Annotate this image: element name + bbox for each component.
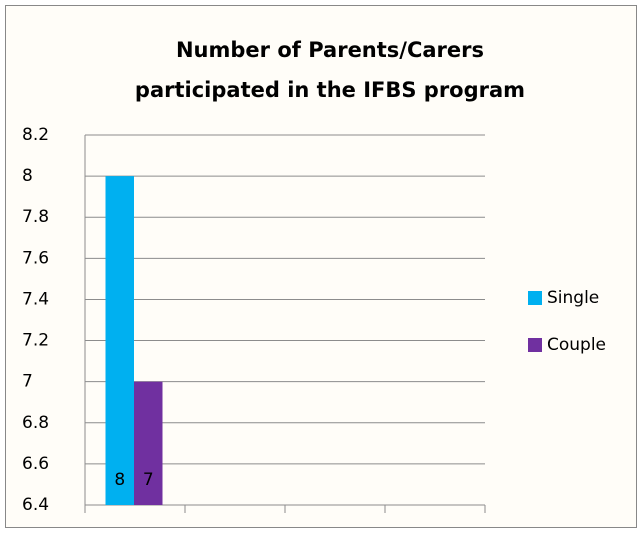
- legend-label: Couple: [547, 335, 606, 355]
- y-tick-label: 7.8: [22, 207, 49, 227]
- y-tick-label: 8: [22, 166, 33, 186]
- legend-swatch: [528, 291, 542, 305]
- bar: [105, 176, 134, 505]
- data-label: 8: [114, 470, 125, 490]
- y-tick-label: 7.6: [22, 248, 49, 268]
- legend-swatch: [528, 338, 542, 352]
- legend-label: Single: [547, 288, 599, 308]
- y-tick-label: 8.2: [22, 125, 49, 145]
- y-tick-label: 7.2: [22, 331, 49, 351]
- y-tick-label: 6.6: [22, 454, 49, 474]
- y-tick-label: 7.4: [22, 289, 49, 309]
- chart-title: Number of Parents/Carers participated in…: [134, 38, 526, 102]
- y-tick-label: 7: [22, 372, 33, 392]
- bar: [134, 381, 163, 505]
- y-tick-label: 6.4: [22, 495, 49, 515]
- y-tick-label: 6.8: [22, 413, 49, 433]
- data-label: 7: [143, 470, 154, 490]
